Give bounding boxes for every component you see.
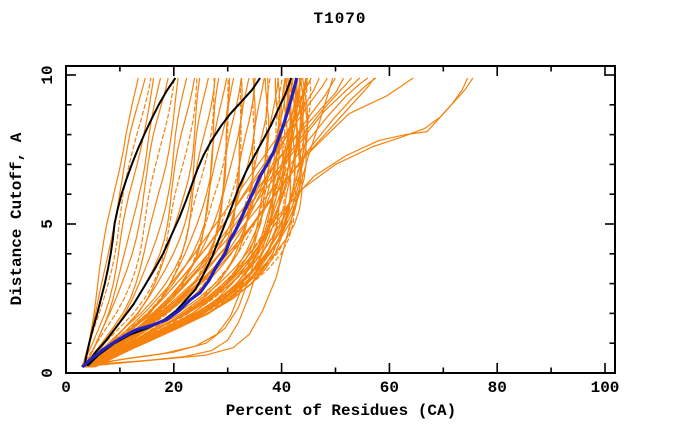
prediction-curve (87, 77, 209, 368)
prediction-curve (81, 77, 175, 368)
plot-frame (65, 65, 616, 374)
chart-title: T1070 (313, 10, 367, 28)
prediction-curve (103, 77, 309, 359)
x-tick-label: 20 (164, 379, 184, 397)
prediction-curve (100, 77, 369, 361)
prediction-curve (82, 77, 139, 368)
prediction-curve (82, 77, 198, 368)
x-tick-label: 40 (271, 379, 292, 397)
prediction-curve (87, 77, 312, 365)
prediction-curve (82, 77, 179, 368)
prediction-curve (94, 77, 308, 368)
highlight-curve-blue (81, 77, 299, 369)
highlight-curve-black-3 (86, 77, 293, 367)
prediction-curve (98, 77, 334, 365)
prediction-curve (90, 77, 308, 368)
highlight-curve-black-1 (83, 77, 177, 368)
x-axis-title: Percent of Residues (CA) (225, 402, 457, 420)
x-tick-label: 60 (379, 379, 399, 397)
prediction-curve (83, 77, 215, 368)
prediction-curve (81, 77, 155, 368)
highlight-curve-black-2 (85, 77, 261, 367)
prediction-curve (93, 77, 283, 368)
y-tick-label: 10 (39, 65, 57, 85)
y-tick-label: 0 (39, 368, 57, 378)
prediction-curve (81, 77, 152, 368)
prediction-curve-outlier (95, 77, 375, 362)
y-tick-label: 5 (39, 219, 57, 229)
prediction-curve (84, 77, 169, 368)
prediction-curve-outlier (92, 77, 469, 365)
x-tick-label: 80 (487, 379, 507, 397)
prediction-curve (90, 77, 279, 368)
prediction-curve (92, 77, 301, 368)
prediction-curve (92, 77, 361, 364)
x-tick-label: 0 (61, 379, 71, 397)
x-tick-label: 100 (590, 379, 620, 397)
